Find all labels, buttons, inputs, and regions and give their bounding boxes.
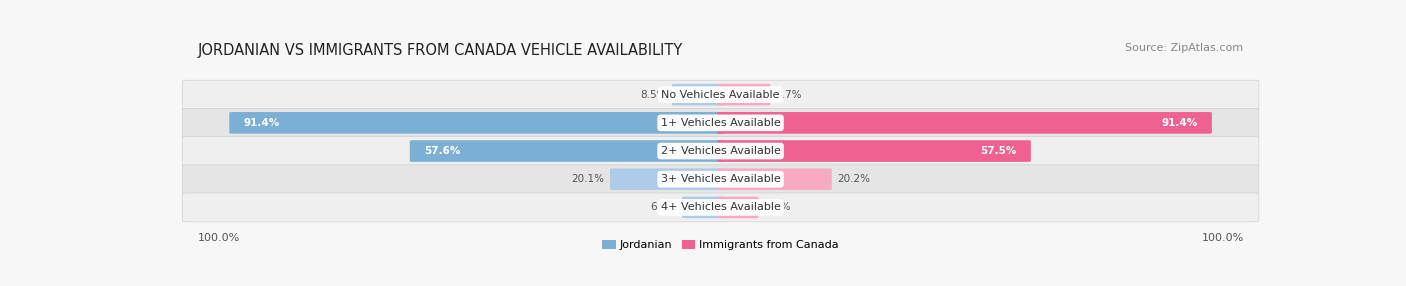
Text: Source: ZipAtlas.com: Source: ZipAtlas.com bbox=[1125, 43, 1244, 53]
Text: 57.5%: 57.5% bbox=[980, 146, 1017, 156]
Text: 8.7%: 8.7% bbox=[776, 90, 803, 100]
FancyBboxPatch shape bbox=[672, 84, 724, 106]
Text: 91.4%: 91.4% bbox=[243, 118, 280, 128]
FancyBboxPatch shape bbox=[183, 137, 1258, 165]
FancyBboxPatch shape bbox=[409, 140, 724, 162]
Text: 6.6%: 6.6% bbox=[650, 202, 676, 212]
Text: 6.5%: 6.5% bbox=[763, 202, 790, 212]
Text: 57.6%: 57.6% bbox=[425, 146, 460, 156]
FancyBboxPatch shape bbox=[717, 168, 832, 190]
Text: 8.5%: 8.5% bbox=[640, 90, 666, 100]
Text: 20.2%: 20.2% bbox=[837, 174, 870, 184]
FancyBboxPatch shape bbox=[610, 168, 724, 190]
Text: 91.4%: 91.4% bbox=[1161, 118, 1198, 128]
Text: 3+ Vehicles Available: 3+ Vehicles Available bbox=[661, 174, 780, 184]
FancyBboxPatch shape bbox=[183, 108, 1258, 137]
FancyBboxPatch shape bbox=[717, 196, 759, 218]
Text: JORDANIAN VS IMMIGRANTS FROM CANADA VEHICLE AVAILABILITY: JORDANIAN VS IMMIGRANTS FROM CANADA VEHI… bbox=[197, 43, 683, 58]
FancyBboxPatch shape bbox=[229, 112, 724, 134]
Text: 2+ Vehicles Available: 2+ Vehicles Available bbox=[661, 146, 780, 156]
FancyBboxPatch shape bbox=[717, 84, 770, 106]
FancyBboxPatch shape bbox=[682, 196, 724, 218]
FancyBboxPatch shape bbox=[717, 112, 1212, 134]
Text: 4+ Vehicles Available: 4+ Vehicles Available bbox=[661, 202, 780, 212]
FancyBboxPatch shape bbox=[717, 140, 1031, 162]
FancyBboxPatch shape bbox=[183, 193, 1258, 222]
FancyBboxPatch shape bbox=[183, 165, 1258, 194]
Text: No Vehicles Available: No Vehicles Available bbox=[661, 90, 780, 100]
Legend: Jordanian, Immigrants from Canada: Jordanian, Immigrants from Canada bbox=[598, 235, 844, 255]
Text: 1+ Vehicles Available: 1+ Vehicles Available bbox=[661, 118, 780, 128]
FancyBboxPatch shape bbox=[183, 80, 1258, 109]
Text: 20.1%: 20.1% bbox=[571, 174, 605, 184]
Text: 100.0%: 100.0% bbox=[197, 233, 240, 243]
Text: 100.0%: 100.0% bbox=[1201, 233, 1244, 243]
